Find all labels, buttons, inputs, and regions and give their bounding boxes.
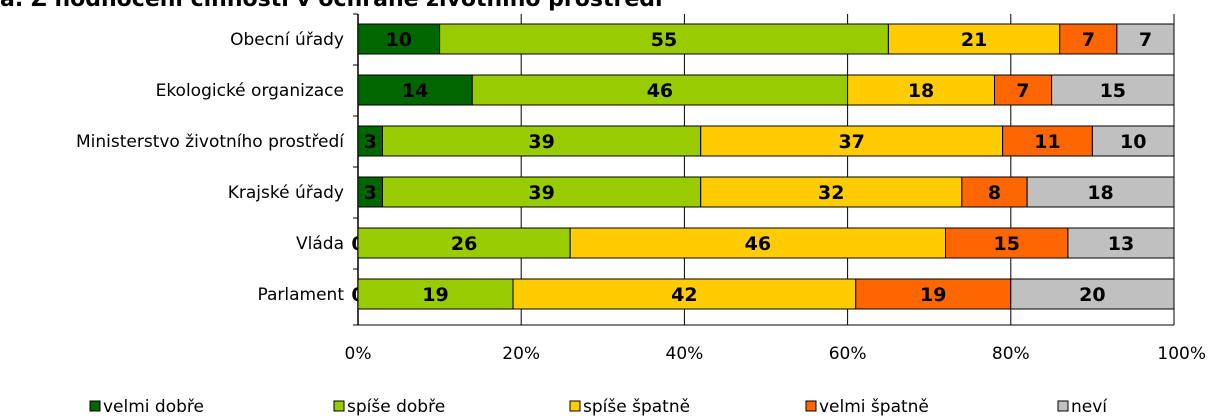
- data-label: 46: [647, 80, 673, 102]
- data-label: 46: [745, 233, 771, 255]
- x-tick-label: 0%: [345, 344, 372, 364]
- data-label: 8: [988, 182, 1001, 204]
- bar-ekologicke-organizace-nevi: [1051, 74, 1175, 106]
- legend: velmi dobře spíše dobře spíše špatně velmi …: [89, 397, 1108, 417]
- bar-ministerstvo-zivotniho-prostredi-nevi: [1091, 125, 1175, 157]
- data-label: 7: [1139, 29, 1152, 51]
- bar-ministerstvo-zivotniho-prostredi-velmi-spatne: [1002, 125, 1093, 157]
- x-tick-labels: 0% 20% 40% 60% 80% 100%: [345, 344, 1206, 364]
- bar-krajske-urady-nevi: [1026, 176, 1175, 208]
- bar-vlada-spise-spatne: [569, 227, 947, 259]
- x-tick-label: 60%: [829, 344, 867, 364]
- bar-parlament-spise-dobre: [357, 278, 514, 310]
- legend-swatch-spise-spatne: [569, 400, 581, 412]
- bar-krajske-urady-spise-dobre: [381, 176, 702, 208]
- bar-krajske-urady-spise-spatne: [700, 176, 963, 208]
- data-label: 15: [993, 233, 1019, 255]
- data-label: 18: [908, 80, 934, 102]
- data-label: 11: [1034, 131, 1060, 153]
- category-label: Ekologické organizace: [156, 81, 344, 101]
- data-label: 42: [671, 284, 697, 306]
- legend-swatch-nevi: [1057, 400, 1069, 412]
- data-label: 32: [818, 182, 844, 204]
- legend-label-velmi-dobre: velmi dobře: [103, 397, 204, 417]
- bars-group: 1055217714461871533937111033932818026461…: [351, 23, 1175, 310]
- bar-ministerstvo-zivotniho-prostredi-spise-spatne: [700, 125, 1004, 157]
- category-label: Ministerstvo životního prostředí: [76, 132, 345, 152]
- bar-obecni-urady-spise-spatne: [887, 23, 1061, 55]
- data-label: 39: [528, 182, 554, 204]
- data-label: 3: [364, 131, 377, 153]
- data-label: 55: [651, 29, 677, 51]
- bar-vlada-velmi-spatne: [945, 227, 1069, 259]
- legend-swatch-velmi-spatne: [805, 400, 817, 412]
- legend-swatch-spise-dobre: [333, 400, 345, 412]
- data-label: 10: [1120, 131, 1146, 153]
- data-label: 10: [386, 29, 412, 51]
- category-label: Parlament: [258, 285, 345, 305]
- data-label: 39: [528, 131, 554, 153]
- data-label: 19: [422, 284, 448, 306]
- data-label: 20: [1079, 284, 1105, 306]
- data-label: 15: [1100, 80, 1126, 102]
- bar-parlament-nevi: [1010, 278, 1175, 310]
- data-label: 13: [1108, 233, 1134, 255]
- bar-obecni-urady-nevi: [1116, 23, 1175, 55]
- legend-label-nevi: neví: [1071, 397, 1108, 417]
- x-tick-label: 20%: [502, 344, 540, 364]
- bar-parlament-velmi-spatne: [855, 278, 1012, 310]
- category-label: Vláda: [296, 234, 344, 254]
- legend-label-spise-spatne: spíše špatně: [583, 397, 690, 417]
- x-tick-label: 40%: [666, 344, 704, 364]
- bar-vlada-nevi: [1067, 227, 1175, 259]
- data-label: 37: [838, 131, 864, 153]
- bar-vlada-spise-dobre: [357, 227, 571, 259]
- data-label: 21: [961, 29, 987, 51]
- bar-ekologicke-organizace-velmi-dobre: [357, 74, 473, 106]
- x-tick-label: 80%: [992, 344, 1030, 364]
- legend-label-spise-dobre: spíše dobře: [347, 397, 445, 417]
- bar-ekologicke-organizace-spise-spatne: [847, 74, 995, 106]
- bar-krajske-urady-velmi-dobre: [357, 176, 383, 208]
- gridlines: [353, 13, 1175, 326]
- category-labels: Obecní úřady Ekologické organizace Ministe…: [76, 30, 345, 305]
- data-label: 18: [1087, 182, 1113, 204]
- data-label: 7: [1082, 29, 1095, 51]
- chart-title: a. Z hodnocení činnosti v ochraně životn…: [0, 0, 664, 12]
- category-label: Obecní úřady: [230, 30, 344, 50]
- x-tick-label: 100%: [1157, 344, 1206, 364]
- category-label: Krajské úřady: [228, 183, 344, 203]
- legend-label-velmi-spatne: velmi špatně: [819, 397, 929, 417]
- bar-ekologicke-organizace-spise-dobre: [471, 74, 849, 106]
- bar-ministerstvo-zivotniho-prostredi-velmi-dobre: [357, 125, 383, 157]
- data-label: 26: [451, 233, 477, 255]
- data-label: 7: [1016, 80, 1029, 102]
- bar-ministerstvo-zivotniho-prostredi-spise-dobre: [381, 125, 702, 157]
- data-label: 14: [402, 80, 428, 102]
- legend-swatch-velmi-dobre: [89, 400, 101, 412]
- data-label: 3: [364, 182, 377, 204]
- data-label: 19: [920, 284, 946, 306]
